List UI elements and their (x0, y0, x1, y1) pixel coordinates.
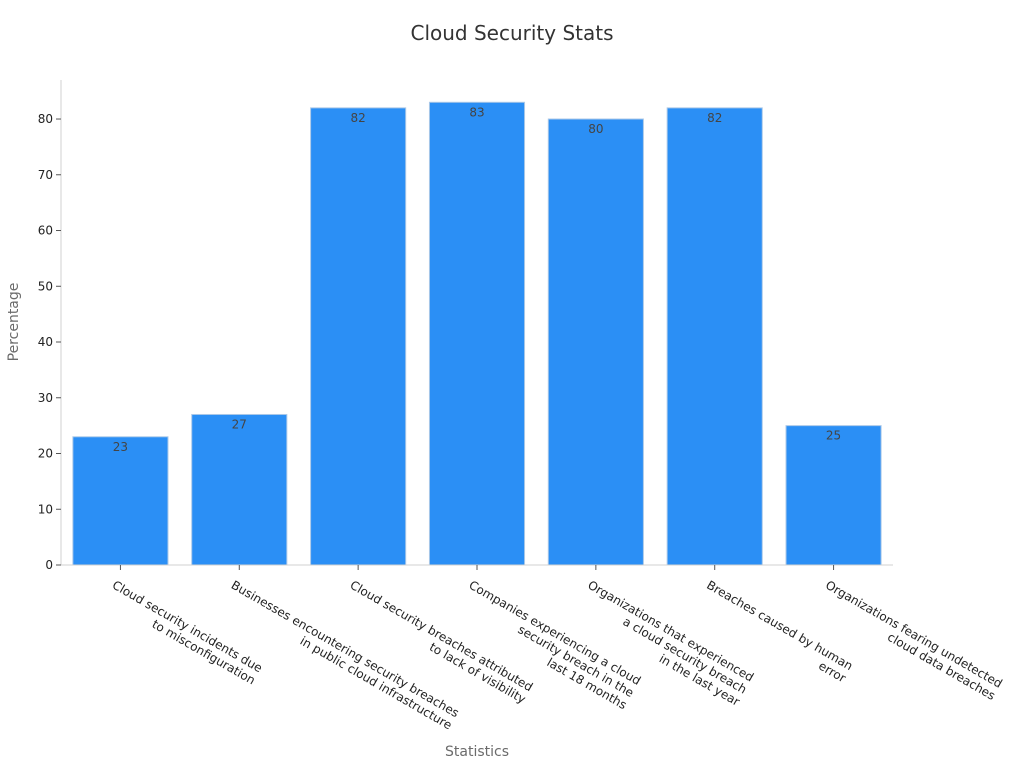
y-tick-label: 30 (38, 391, 53, 405)
x-tick-label: Businesses encountering security breache… (229, 578, 462, 732)
bar (547, 118, 644, 566)
bar (72, 436, 169, 566)
y-axis: 0 10 20 30 40 50 60 70 80 (38, 80, 62, 572)
bar-value-label: 83 (469, 105, 484, 119)
bar-value-label: 82 (707, 111, 722, 125)
x-tick-label-line: Organizations fearing undetected (823, 578, 1005, 691)
bar-value-label: 23 (113, 440, 128, 454)
chart-title: Cloud Security Stats (410, 21, 613, 45)
bar-value-label: 80 (588, 122, 603, 136)
bar-value-label: 27 (232, 417, 247, 431)
bars-group: 23 27 82 83 80 82 25 (72, 101, 882, 566)
y-tick-label: 50 (38, 279, 53, 293)
y-tick-label: 40 (38, 335, 53, 349)
y-tick-label: 0 (45, 558, 53, 572)
bar (785, 425, 882, 566)
bar (428, 101, 526, 566)
bar-value-label: 82 (351, 111, 366, 125)
y-tick-label: 60 (38, 224, 53, 238)
x-axis-title: Statistics (445, 744, 509, 760)
y-tick-label: 20 (38, 447, 53, 461)
bar-value-label: 25 (826, 429, 841, 443)
y-tick-label: 70 (38, 168, 53, 182)
y-tick-label: 10 (38, 502, 53, 516)
y-tick-label: 80 (38, 112, 53, 126)
y-axis-title: Percentage (6, 283, 22, 362)
x-tick-label-line: a cloud security breach (620, 614, 749, 696)
bar (191, 413, 288, 566)
bar (310, 107, 407, 566)
bar (666, 107, 763, 566)
x-tick-label-line: Businesses encountering security breache… (229, 578, 462, 720)
